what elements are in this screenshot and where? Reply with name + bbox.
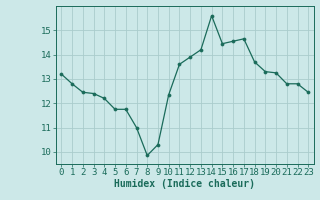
X-axis label: Humidex (Indice chaleur): Humidex (Indice chaleur) (114, 179, 255, 189)
